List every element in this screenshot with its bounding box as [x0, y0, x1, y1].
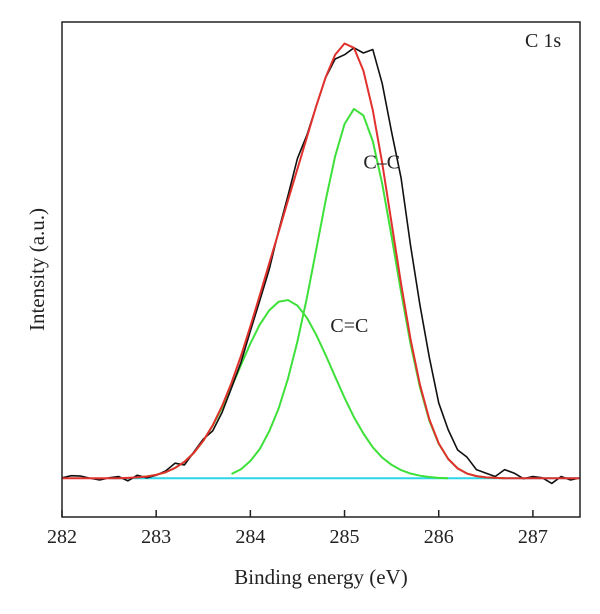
y-axis-title: Intensity (a.u.): [25, 208, 49, 331]
x-axis-title: Binding energy (eV): [234, 565, 407, 589]
x-tick-label: 287: [518, 526, 548, 548]
series-layer: [62, 42, 580, 485]
ticks-layer: 282 283 284 285 286 287: [47, 510, 548, 548]
annotation-c1s: C 1s: [525, 30, 561, 52]
x-tick-label: 285: [330, 526, 360, 548]
x-tick-label: 284: [235, 526, 265, 548]
x-tick-label: 282: [47, 526, 77, 548]
series-component-c-double-c: [137, 299, 449, 480]
series-envelope: [62, 42, 580, 480]
x-tick-label: 283: [141, 526, 171, 548]
annotation-c-double-c: C=C: [330, 315, 368, 337]
x-tick-label: 286: [424, 526, 454, 548]
series-raw: [62, 47, 580, 485]
annotation-layer: C 1s C–C C=C: [330, 30, 561, 337]
annotation-c-single-c: C–C: [363, 151, 400, 173]
plot-frame: [61, 21, 581, 518]
